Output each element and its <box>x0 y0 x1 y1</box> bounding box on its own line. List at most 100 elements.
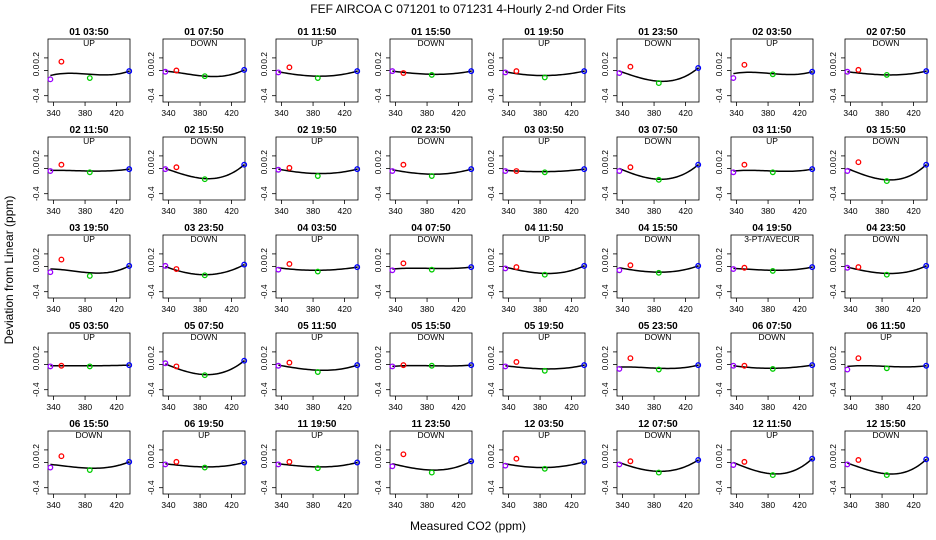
fit-curve <box>619 459 699 473</box>
x-tick-label: 420 <box>907 206 921 216</box>
data-point <box>400 260 407 267</box>
data-point <box>86 169 93 176</box>
y-tick-label: 0.0 <box>714 358 724 370</box>
x-tick-label: 340 <box>274 402 288 412</box>
data-point <box>655 80 662 87</box>
fit-curve <box>619 364 699 370</box>
y-tick-label: 0.0 <box>828 64 838 76</box>
x-tick-label: 420 <box>110 402 124 412</box>
data-point <box>389 267 396 274</box>
data-point <box>741 458 748 465</box>
data-point <box>428 266 435 273</box>
panel-mode: DOWN <box>418 38 445 48</box>
data-point <box>428 362 435 369</box>
data-point <box>844 168 851 174</box>
x-tick-label: 340 <box>161 500 175 510</box>
x-tick-label: 420 <box>110 500 124 510</box>
x-tick-label: 420 <box>679 206 693 216</box>
y-tick-label: 0.0 <box>714 64 724 76</box>
data-point <box>354 362 361 369</box>
data-point <box>769 472 776 479</box>
panel-mode: DOWN <box>645 430 672 440</box>
y-tick-label: 0.2 <box>31 444 41 456</box>
data-point <box>47 168 54 174</box>
data-point <box>162 68 169 75</box>
data-point <box>923 262 930 269</box>
data-point <box>86 273 93 279</box>
data-point <box>730 75 737 82</box>
y-tick-label: -0.4 <box>31 480 41 495</box>
x-tick-label: 380 <box>78 108 92 118</box>
y-tick-label: 0.0 <box>828 260 838 272</box>
y-tick-label: 0.2 <box>486 248 496 260</box>
data-point <box>513 68 520 75</box>
data-point <box>314 369 321 376</box>
data-point <box>354 166 361 173</box>
panel-mode: UP <box>311 136 323 146</box>
data-point <box>855 264 862 271</box>
y-tick-label: 0.0 <box>259 456 269 468</box>
panel-frame <box>162 38 246 103</box>
data-point <box>730 266 737 272</box>
panel-frame <box>502 38 586 103</box>
y-tick-label: 0.0 <box>31 456 41 468</box>
data-point <box>616 461 623 468</box>
x-tick-label: 420 <box>565 206 579 216</box>
data-point <box>695 362 702 369</box>
data-point <box>855 355 862 362</box>
fit-curve <box>733 168 813 173</box>
fit-curve <box>50 70 130 77</box>
x-tick-label: 340 <box>501 108 515 118</box>
panel-frame <box>47 136 131 201</box>
y-tick-label: 0.0 <box>31 260 41 272</box>
x-tick-label: 420 <box>225 108 239 118</box>
fit-curve <box>50 168 130 172</box>
x-tick-label: 380 <box>761 402 775 412</box>
y-tick-label: 0.2 <box>146 150 156 162</box>
data-point <box>468 362 475 369</box>
y-tick-label: 0.2 <box>486 52 496 64</box>
x-tick-label: 380 <box>193 304 207 314</box>
fit-curve <box>165 360 245 376</box>
panel-mode: UP <box>766 430 778 440</box>
x-tick-label: 420 <box>565 500 579 510</box>
x-tick-label: 380 <box>420 206 434 216</box>
panel-frame <box>502 234 586 299</box>
chart-title: FEF AIRCOA C 071201 to 071231 4-Hourly 2… <box>310 2 625 16</box>
y-tick-label: 0.0 <box>714 456 724 468</box>
panel-mode: UP <box>538 38 550 48</box>
x-tick-label: 380 <box>647 500 661 510</box>
data-point <box>275 166 282 173</box>
y-tick-label: 0.2 <box>259 346 269 358</box>
data-point <box>47 363 54 370</box>
data-point <box>173 458 180 465</box>
data-point <box>855 66 862 73</box>
y-tick-label: 0.2 <box>373 346 383 358</box>
fit-curve <box>733 71 813 76</box>
fit-curve <box>505 265 585 275</box>
y-tick-label: -0.4 <box>373 480 383 495</box>
data-point <box>502 265 509 272</box>
panel-time: 03 03:50 <box>524 125 564 136</box>
y-tick-label: 0.0 <box>828 456 838 468</box>
data-point <box>58 362 65 369</box>
x-tick-label: 420 <box>565 108 579 118</box>
x-tick-label: 420 <box>338 500 352 510</box>
x-tick-label: 380 <box>647 206 661 216</box>
data-point <box>354 459 361 466</box>
x-tick-label: 340 <box>843 402 857 412</box>
data-point <box>627 63 634 70</box>
y-tick-label: 0.0 <box>600 260 610 272</box>
data-point <box>86 75 93 82</box>
data-point <box>855 457 862 463</box>
data-point <box>883 365 890 372</box>
fit-curve <box>392 266 472 270</box>
